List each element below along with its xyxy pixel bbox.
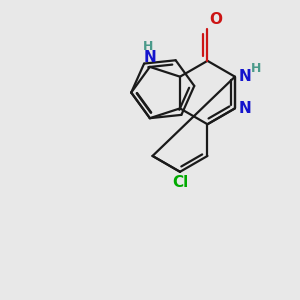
Text: N: N bbox=[239, 101, 252, 116]
Text: H: H bbox=[143, 40, 153, 53]
Text: N: N bbox=[239, 69, 252, 84]
Text: H: H bbox=[251, 62, 261, 75]
Text: Cl: Cl bbox=[172, 175, 188, 190]
Text: N: N bbox=[143, 50, 156, 65]
Text: O: O bbox=[209, 12, 222, 27]
